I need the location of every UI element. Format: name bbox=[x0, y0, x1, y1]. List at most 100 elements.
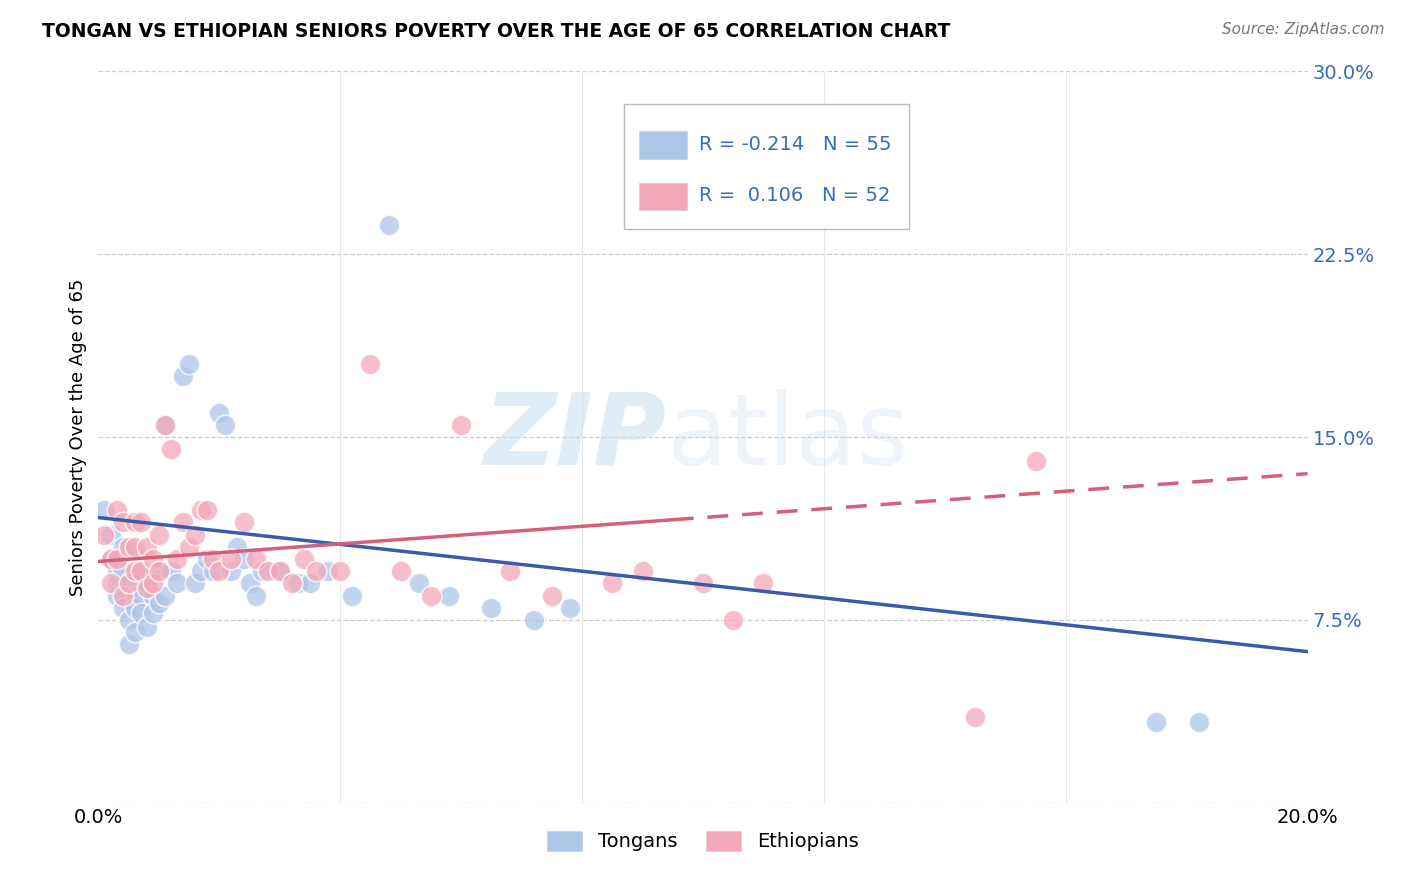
Point bbox=[142, 576, 165, 591]
Point bbox=[389, 564, 412, 578]
Point bbox=[179, 357, 201, 371]
Point bbox=[195, 552, 218, 566]
Point bbox=[135, 620, 157, 634]
Point bbox=[420, 589, 443, 603]
Point bbox=[93, 527, 115, 541]
Point bbox=[166, 576, 188, 591]
Point bbox=[316, 564, 339, 578]
Point bbox=[124, 625, 146, 640]
Point bbox=[118, 576, 141, 591]
Point bbox=[226, 540, 249, 554]
Text: ZIP: ZIP bbox=[484, 389, 666, 485]
Point bbox=[408, 576, 430, 591]
Point bbox=[498, 564, 520, 578]
Point bbox=[129, 564, 152, 578]
Point bbox=[124, 564, 146, 578]
Point bbox=[723, 613, 745, 627]
Point bbox=[232, 516, 254, 530]
Point bbox=[245, 589, 267, 603]
Point bbox=[105, 503, 128, 517]
Point bbox=[111, 540, 134, 554]
Point bbox=[111, 600, 134, 615]
Point bbox=[105, 576, 128, 591]
Point bbox=[118, 576, 141, 591]
Point bbox=[1188, 715, 1211, 730]
Point bbox=[965, 710, 987, 724]
Point bbox=[124, 600, 146, 615]
Point bbox=[129, 564, 152, 578]
Point bbox=[153, 417, 176, 432]
Point bbox=[540, 589, 562, 603]
Point bbox=[111, 564, 134, 578]
Point bbox=[752, 576, 775, 591]
Point bbox=[172, 369, 194, 384]
Point bbox=[287, 576, 309, 591]
Point bbox=[124, 540, 146, 554]
Point bbox=[208, 406, 231, 420]
Point bbox=[118, 613, 141, 627]
Legend: Tongans, Ethiopians: Tongans, Ethiopians bbox=[540, 822, 866, 859]
Point bbox=[111, 589, 134, 603]
Text: Source: ZipAtlas.com: Source: ZipAtlas.com bbox=[1222, 22, 1385, 37]
Point bbox=[1024, 454, 1046, 468]
Point bbox=[202, 552, 225, 566]
Point bbox=[202, 564, 225, 578]
Point bbox=[105, 552, 128, 566]
Point bbox=[305, 564, 328, 578]
Point bbox=[184, 576, 207, 591]
Point bbox=[160, 564, 183, 578]
Point bbox=[221, 564, 243, 578]
Point bbox=[631, 564, 654, 578]
Point bbox=[142, 552, 165, 566]
Point bbox=[232, 552, 254, 566]
Point bbox=[100, 552, 122, 566]
Point bbox=[190, 564, 212, 578]
Point bbox=[135, 576, 157, 591]
Point bbox=[269, 564, 291, 578]
Point bbox=[377, 218, 399, 232]
Point bbox=[195, 503, 218, 517]
Point bbox=[329, 564, 352, 578]
Point bbox=[1144, 715, 1167, 730]
Point bbox=[292, 552, 315, 566]
Point bbox=[450, 417, 472, 432]
Text: R =  0.106   N = 52: R = 0.106 N = 52 bbox=[699, 186, 891, 205]
Point bbox=[148, 596, 170, 610]
Point bbox=[208, 564, 231, 578]
Point bbox=[239, 576, 262, 591]
Point bbox=[523, 613, 546, 627]
Point bbox=[124, 589, 146, 603]
Point bbox=[142, 589, 165, 603]
Point bbox=[118, 637, 141, 651]
FancyBboxPatch shape bbox=[624, 104, 908, 228]
Bar bbox=[638, 183, 688, 211]
Point bbox=[221, 552, 243, 566]
Point bbox=[100, 527, 122, 541]
Text: atlas: atlas bbox=[666, 389, 908, 485]
Point bbox=[124, 516, 146, 530]
Point bbox=[342, 589, 364, 603]
Point bbox=[93, 503, 115, 517]
Point bbox=[129, 589, 152, 603]
Bar bbox=[638, 131, 688, 159]
Point bbox=[135, 581, 157, 595]
Point bbox=[256, 564, 278, 578]
Point bbox=[153, 417, 176, 432]
Point bbox=[100, 552, 122, 566]
Point bbox=[148, 527, 170, 541]
Point bbox=[129, 516, 152, 530]
Point bbox=[245, 552, 267, 566]
Point bbox=[214, 417, 236, 432]
Point bbox=[160, 442, 183, 457]
Point bbox=[558, 600, 581, 615]
Point bbox=[481, 600, 503, 615]
Point bbox=[184, 527, 207, 541]
Point bbox=[281, 576, 304, 591]
Point bbox=[179, 540, 201, 554]
Point bbox=[105, 589, 128, 603]
Point bbox=[148, 564, 170, 578]
Point bbox=[692, 576, 714, 591]
Point bbox=[148, 564, 170, 578]
Point bbox=[166, 552, 188, 566]
Text: TONGAN VS ETHIOPIAN SENIORS POVERTY OVER THE AGE OF 65 CORRELATION CHART: TONGAN VS ETHIOPIAN SENIORS POVERTY OVER… bbox=[42, 22, 950, 41]
